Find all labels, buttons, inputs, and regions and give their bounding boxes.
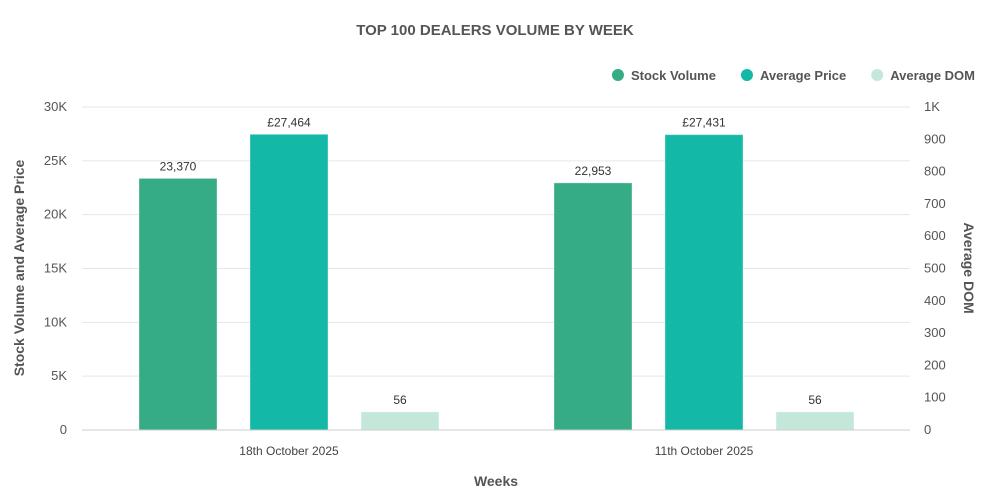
data-label: 56 [393,393,407,407]
data-label: £27,431 [682,116,726,130]
bar-average-dom[interactable] [360,411,440,431]
right-tick-label: 800 [924,164,946,179]
legend-label: Stock Volume [631,68,716,83]
left-tick-label: 30K [44,99,67,114]
x-axis-ticks: 18th October 2025 11th October 2025 [239,444,753,458]
right-axis-title: Average DOM [961,222,977,313]
left-tick-label: 25K [44,153,67,168]
left-tick-label: 0 [60,422,67,437]
data-label: 56 [808,393,822,407]
bar-stock-volume[interactable] [553,182,633,431]
x-tick-label: 18th October 2025 [239,444,339,458]
left-tick-label: 20K [44,207,67,222]
legend-marker [740,69,753,81]
bar-average-price[interactable] [249,133,329,431]
data-labels: 23,370 £27,464 56 22,953 £27,431 56 [160,115,822,407]
left-tick-label: 5K [51,368,67,383]
data-label: 22,953 [575,164,612,178]
gridlines [82,106,910,377]
right-tick-label: 400 [924,293,946,308]
left-axis-ticks: 0 5K 10K 15K 20K 25K 30K [44,99,67,437]
right-tick-label: 300 [924,325,946,340]
data-label: 23,370 [160,159,197,173]
right-tick-label: 200 [924,357,946,372]
right-tick-label: 500 [924,261,946,276]
legend-label: Average DOM [890,68,975,83]
right-tick-label: 700 [924,196,946,211]
left-tick-label: 15K [44,261,67,276]
legend: Average DOM Average Price Stock Volume [611,68,975,83]
chart-title: TOP 100 DEALERS VOLUME BY WEEK [356,22,634,39]
right-tick-label: 100 [924,390,946,405]
left-tick-label: 10K [44,314,67,329]
right-tick-label: 900 [924,131,946,146]
legend-marker [871,69,884,81]
right-tick-label: 1K [924,99,940,114]
x-axis-title: Weeks [474,473,518,489]
right-tick-label: 0 [924,422,931,437]
data-label: £27,464 [267,115,311,129]
x-tick-label: 11th October 2025 [655,444,754,458]
bar-average-dom[interactable] [775,411,855,431]
legend-marker [611,69,624,81]
legend-label: Average Price [760,68,846,83]
left-axis-title: Stock Volume and Average Price [11,160,27,377]
right-axis-ticks: 0 100 200 300 400 500 600 700 800 900 1K [924,99,946,437]
bar-average-price[interactable] [664,134,744,431]
bars [138,133,855,431]
bar-stock-volume[interactable] [138,177,218,431]
right-tick-label: 600 [924,228,946,243]
